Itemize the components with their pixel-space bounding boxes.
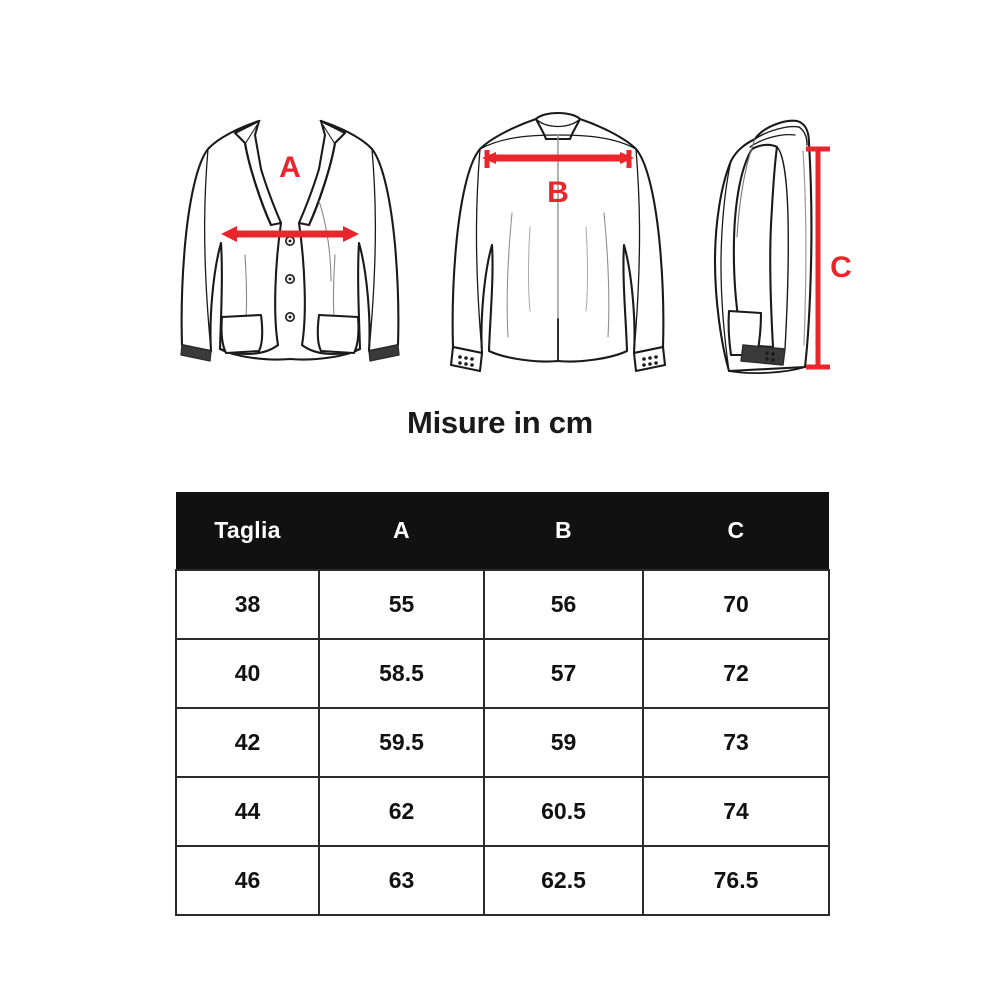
cell-size: 44	[175, 776, 320, 847]
measure-label-c: C	[830, 251, 852, 284]
cell-size: 46	[175, 845, 320, 916]
table-row: 38 55 56 70	[175, 569, 830, 640]
cell-a: 62	[318, 776, 485, 847]
table-row: 46 63 62.5 76.5	[175, 845, 830, 916]
cell-c: 70	[642, 569, 830, 640]
column-header-a: A	[319, 492, 484, 570]
size-table: Taglia A B C 38 55 56 70 40 58.5 57 72	[175, 492, 830, 916]
side-jacket-figure: C	[695, 105, 860, 390]
size-table-body: 38 55 56 70 40 58.5 57 72 42 59.5 59 73	[175, 569, 830, 916]
cell-size: 40	[175, 638, 320, 709]
front-left-pocket	[220, 313, 264, 355]
cell-a: 55	[318, 569, 485, 640]
size-table-container: Taglia A B C 38 55 56 70 40 58.5 57 72	[175, 492, 830, 916]
cell-b: 60.5	[483, 776, 644, 847]
cell-size: 42	[175, 707, 320, 778]
front-jacket-figure: A	[175, 105, 405, 390]
measure-label-a: A	[279, 151, 301, 184]
cell-b: 57	[483, 638, 644, 709]
table-row: 42 59.5 59 73	[175, 707, 830, 778]
table-header-row: Taglia A B C	[176, 492, 829, 570]
back-cuff-buttons	[458, 355, 658, 367]
table-row: 44 62 60.5 74	[175, 776, 830, 847]
cell-a: 59.5	[318, 707, 485, 778]
column-header-taglia: Taglia	[176, 492, 319, 570]
cell-c: 74	[642, 776, 830, 847]
cell-size: 38	[175, 569, 320, 640]
cell-b: 56	[483, 569, 644, 640]
cell-c: 73	[642, 707, 830, 778]
measurements-caption: Misure in cm	[407, 405, 593, 440]
cell-b: 59	[483, 707, 644, 778]
cell-a: 58.5	[318, 638, 485, 709]
column-header-b: B	[484, 492, 643, 570]
measure-arrow-a	[221, 226, 359, 242]
size-table-head: Taglia A B C	[176, 492, 829, 570]
cell-c: 76.5	[642, 845, 830, 916]
table-row: 40 58.5 57 72	[175, 638, 830, 709]
cell-b: 62.5	[483, 845, 644, 916]
cell-c: 72	[642, 638, 830, 709]
measure-label-b: B	[547, 176, 569, 209]
cell-a: 63	[318, 845, 485, 916]
front-right-pocket	[316, 313, 360, 355]
side-cuff-buttons	[765, 351, 775, 362]
front-buttons	[285, 236, 296, 323]
measure-arrow-b	[482, 150, 634, 168]
jacket-illustrations: A	[0, 0, 1000, 395]
back-jacket-figure: B	[440, 105, 675, 390]
measure-line-c	[806, 146, 830, 370]
column-header-c: C	[643, 492, 829, 570]
